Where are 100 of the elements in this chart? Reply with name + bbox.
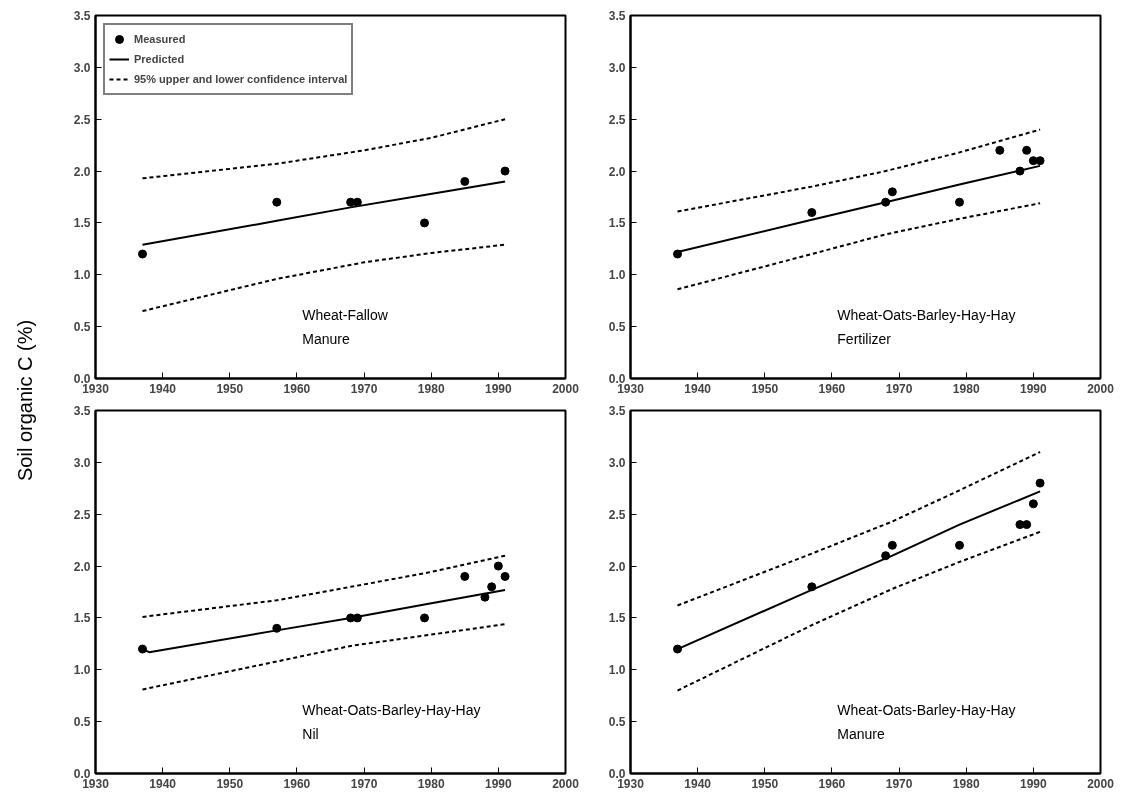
line-series [676,530,1042,692]
x-tick-label: 1940 [149,381,177,396]
x-tick-label: 1970 [350,381,378,396]
x-tick-label: 1960 [283,381,311,396]
y-tick-label: 0.5 [73,715,91,730]
y-tick-label: 0.5 [608,715,626,730]
line-series [141,623,507,691]
y-tick-label: 2.5 [608,507,626,522]
x-tick-label: 1950 [751,381,779,396]
y-tick-label: 0.0 [608,767,626,781]
point [1022,520,1032,530]
y-tick-label: 1.0 [73,268,91,283]
x-tick-label: 1940 [684,381,712,396]
y-tick-label: 3.5 [73,404,91,418]
x-tick-label: 1960 [818,381,846,396]
x-tick-label: 1970 [885,776,913,791]
annotation: Nil [302,725,319,742]
point [500,166,510,176]
point [460,176,470,186]
x-tick-label: 1980 [952,776,980,791]
x-tick-label: 1950 [216,381,244,396]
line-series [141,554,507,618]
annotation: Wheat-Fallow [302,306,389,323]
x-tick-label: 2000 [1087,776,1115,791]
y-tick-label: 3.5 [73,9,91,23]
x-tick-label: 1940 [684,776,712,791]
legend-label: Measured [134,32,186,47]
x-tick-label: 1980 [952,381,980,396]
point [138,249,147,259]
point [500,571,510,581]
y-tick-label: 1.5 [608,216,626,231]
y-tick-label: 1.5 [73,611,91,626]
point [807,208,817,218]
line-series [676,202,1042,291]
x-tick-label: 1940 [149,776,177,791]
point [460,571,470,581]
x-tick-label: 1960 [283,776,311,791]
x-tick-label: 1990 [1020,381,1048,396]
y-tick-label: 2.5 [608,112,626,127]
point [1022,145,1032,155]
x-tick-label: 2000 [552,776,580,791]
y-tick-label: 2.0 [73,164,91,179]
line-series [141,180,507,246]
y-tick-label: 2.0 [73,559,91,574]
annotation: Manure [837,725,885,742]
line-series [676,128,1042,213]
y-tick-label: 1.0 [73,663,91,678]
point [887,540,897,550]
y-tick-label: 1.0 [608,663,626,678]
annotation: Fertilizer [837,330,892,347]
x-tick-label: 2000 [552,381,580,396]
y-tick-label: 2.0 [608,164,626,179]
point [480,592,490,602]
x-tick-label: 1950 [751,776,779,791]
point [420,218,429,228]
y-tick-label: 0.0 [608,372,626,386]
point [1028,499,1038,509]
y-tick-label: 2.5 [73,112,91,127]
y-tick-label: 3.0 [608,455,626,470]
annotation: Wheat-Oats-Barley-Hay-Hay [837,701,1016,718]
point [272,197,282,207]
x-tick-label: 1990 [1020,776,1048,791]
y-tick-label: 3.0 [73,455,91,470]
y-tick-label: 0.5 [73,320,91,335]
point [493,561,503,571]
point [420,613,429,623]
annotation: Manure [302,330,350,347]
point [673,249,682,259]
x-tick-label: 1960 [818,776,846,791]
x-tick-label: 1970 [350,776,378,791]
point [487,582,497,592]
x-tick-label: 1980 [417,381,445,396]
annotation: Wheat-Oats-Barley-Hay-Hay [837,306,1016,323]
y-tick-label: 3.5 [608,9,626,23]
y-tick-label: 1.5 [73,216,91,231]
legend-label: Predicted [134,52,185,67]
point [887,187,897,197]
y-axis-title: Soil organic C (%) [12,319,37,481]
x-tick-label: 1990 [485,381,513,396]
y-tick-label: 0.0 [73,372,91,386]
point [955,540,964,550]
point [1035,478,1045,488]
y-tick-label: 1.5 [608,611,626,626]
y-tick-label: 3.0 [73,60,91,75]
line-series [141,118,507,180]
point [995,145,1005,155]
point [1035,156,1045,166]
y-tick-label: 3.5 [608,404,626,418]
y-tick-label: 2.5 [73,507,91,522]
x-tick-label: 1980 [417,776,445,791]
x-tick-label: 1950 [216,776,244,791]
y-tick-label: 2.0 [608,559,626,574]
legend-label: 95% upper and lower confidence interval [134,72,348,87]
point [955,197,964,207]
y-tick-label: 1.0 [608,268,626,283]
x-tick-label: 1990 [485,776,513,791]
annotation: Wheat-Oats-Barley-Hay-Hay [302,701,481,718]
y-tick-label: 3.0 [608,60,626,75]
x-tick-label: 1970 [885,381,913,396]
x-tick-label: 2000 [1087,381,1115,396]
